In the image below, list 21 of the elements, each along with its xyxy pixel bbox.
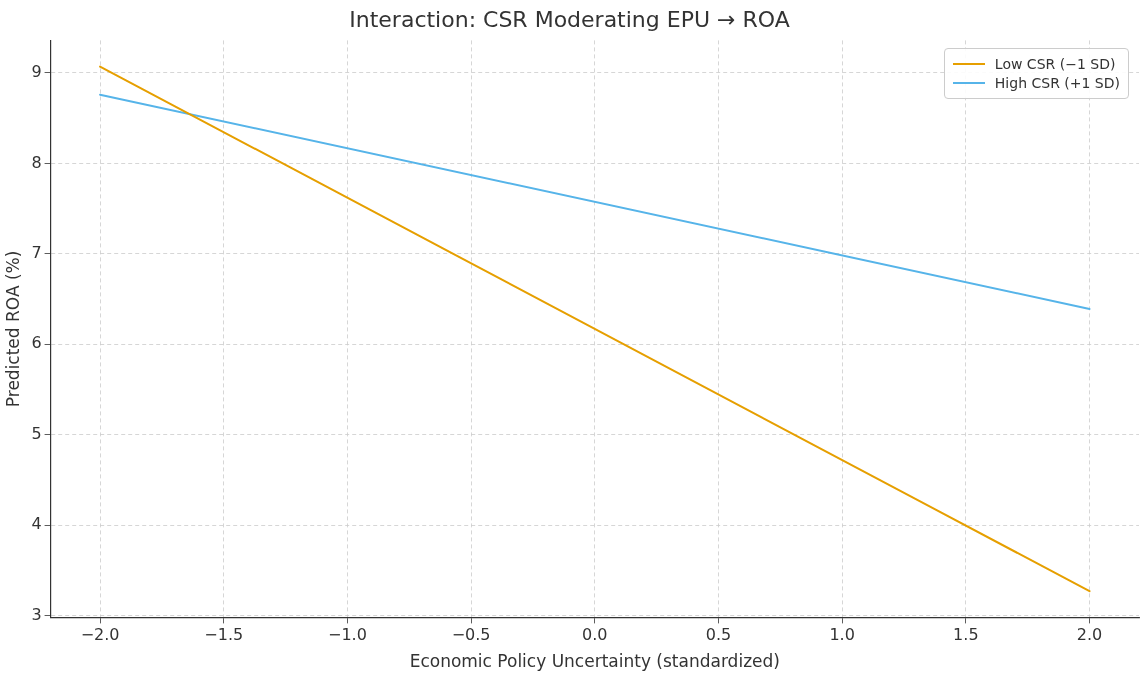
x-tick-label: −1.0 — [327, 625, 367, 645]
x-tick-label: −0.5 — [451, 625, 491, 645]
legend-label: Low CSR (−1 SD) — [994, 56, 1116, 73]
x-tick-label: −2.0 — [80, 625, 120, 645]
legend-label: High CSR (+1 SD) — [994, 75, 1120, 92]
y-tick-label: 9 — [31, 62, 42, 82]
x-tick-label: 1.0 — [829, 625, 855, 645]
y-axis-title: Predicted ROA (%) — [2, 250, 23, 408]
chart-title: Interaction: CSR Moderating EPU → ROA — [349, 6, 790, 32]
y-tick-label: 8 — [31, 152, 42, 172]
y-tick-label: 3 — [31, 604, 42, 624]
x-axis-title: Economic Policy Uncertainty (standardized) — [409, 651, 780, 672]
y-tick-label: 6 — [31, 333, 42, 353]
x-tick-label: 0.0 — [582, 625, 608, 645]
y-tick-label: 5 — [31, 423, 42, 443]
x-tick-label: 2.0 — [1076, 625, 1103, 645]
x-tick-label: −1.5 — [204, 625, 244, 645]
x-tick-label: 1.5 — [953, 625, 979, 645]
y-tick-label: 4 — [31, 514, 42, 534]
y-tick-label: 7 — [31, 242, 42, 262]
x-tick-label: 0.5 — [705, 625, 732, 645]
